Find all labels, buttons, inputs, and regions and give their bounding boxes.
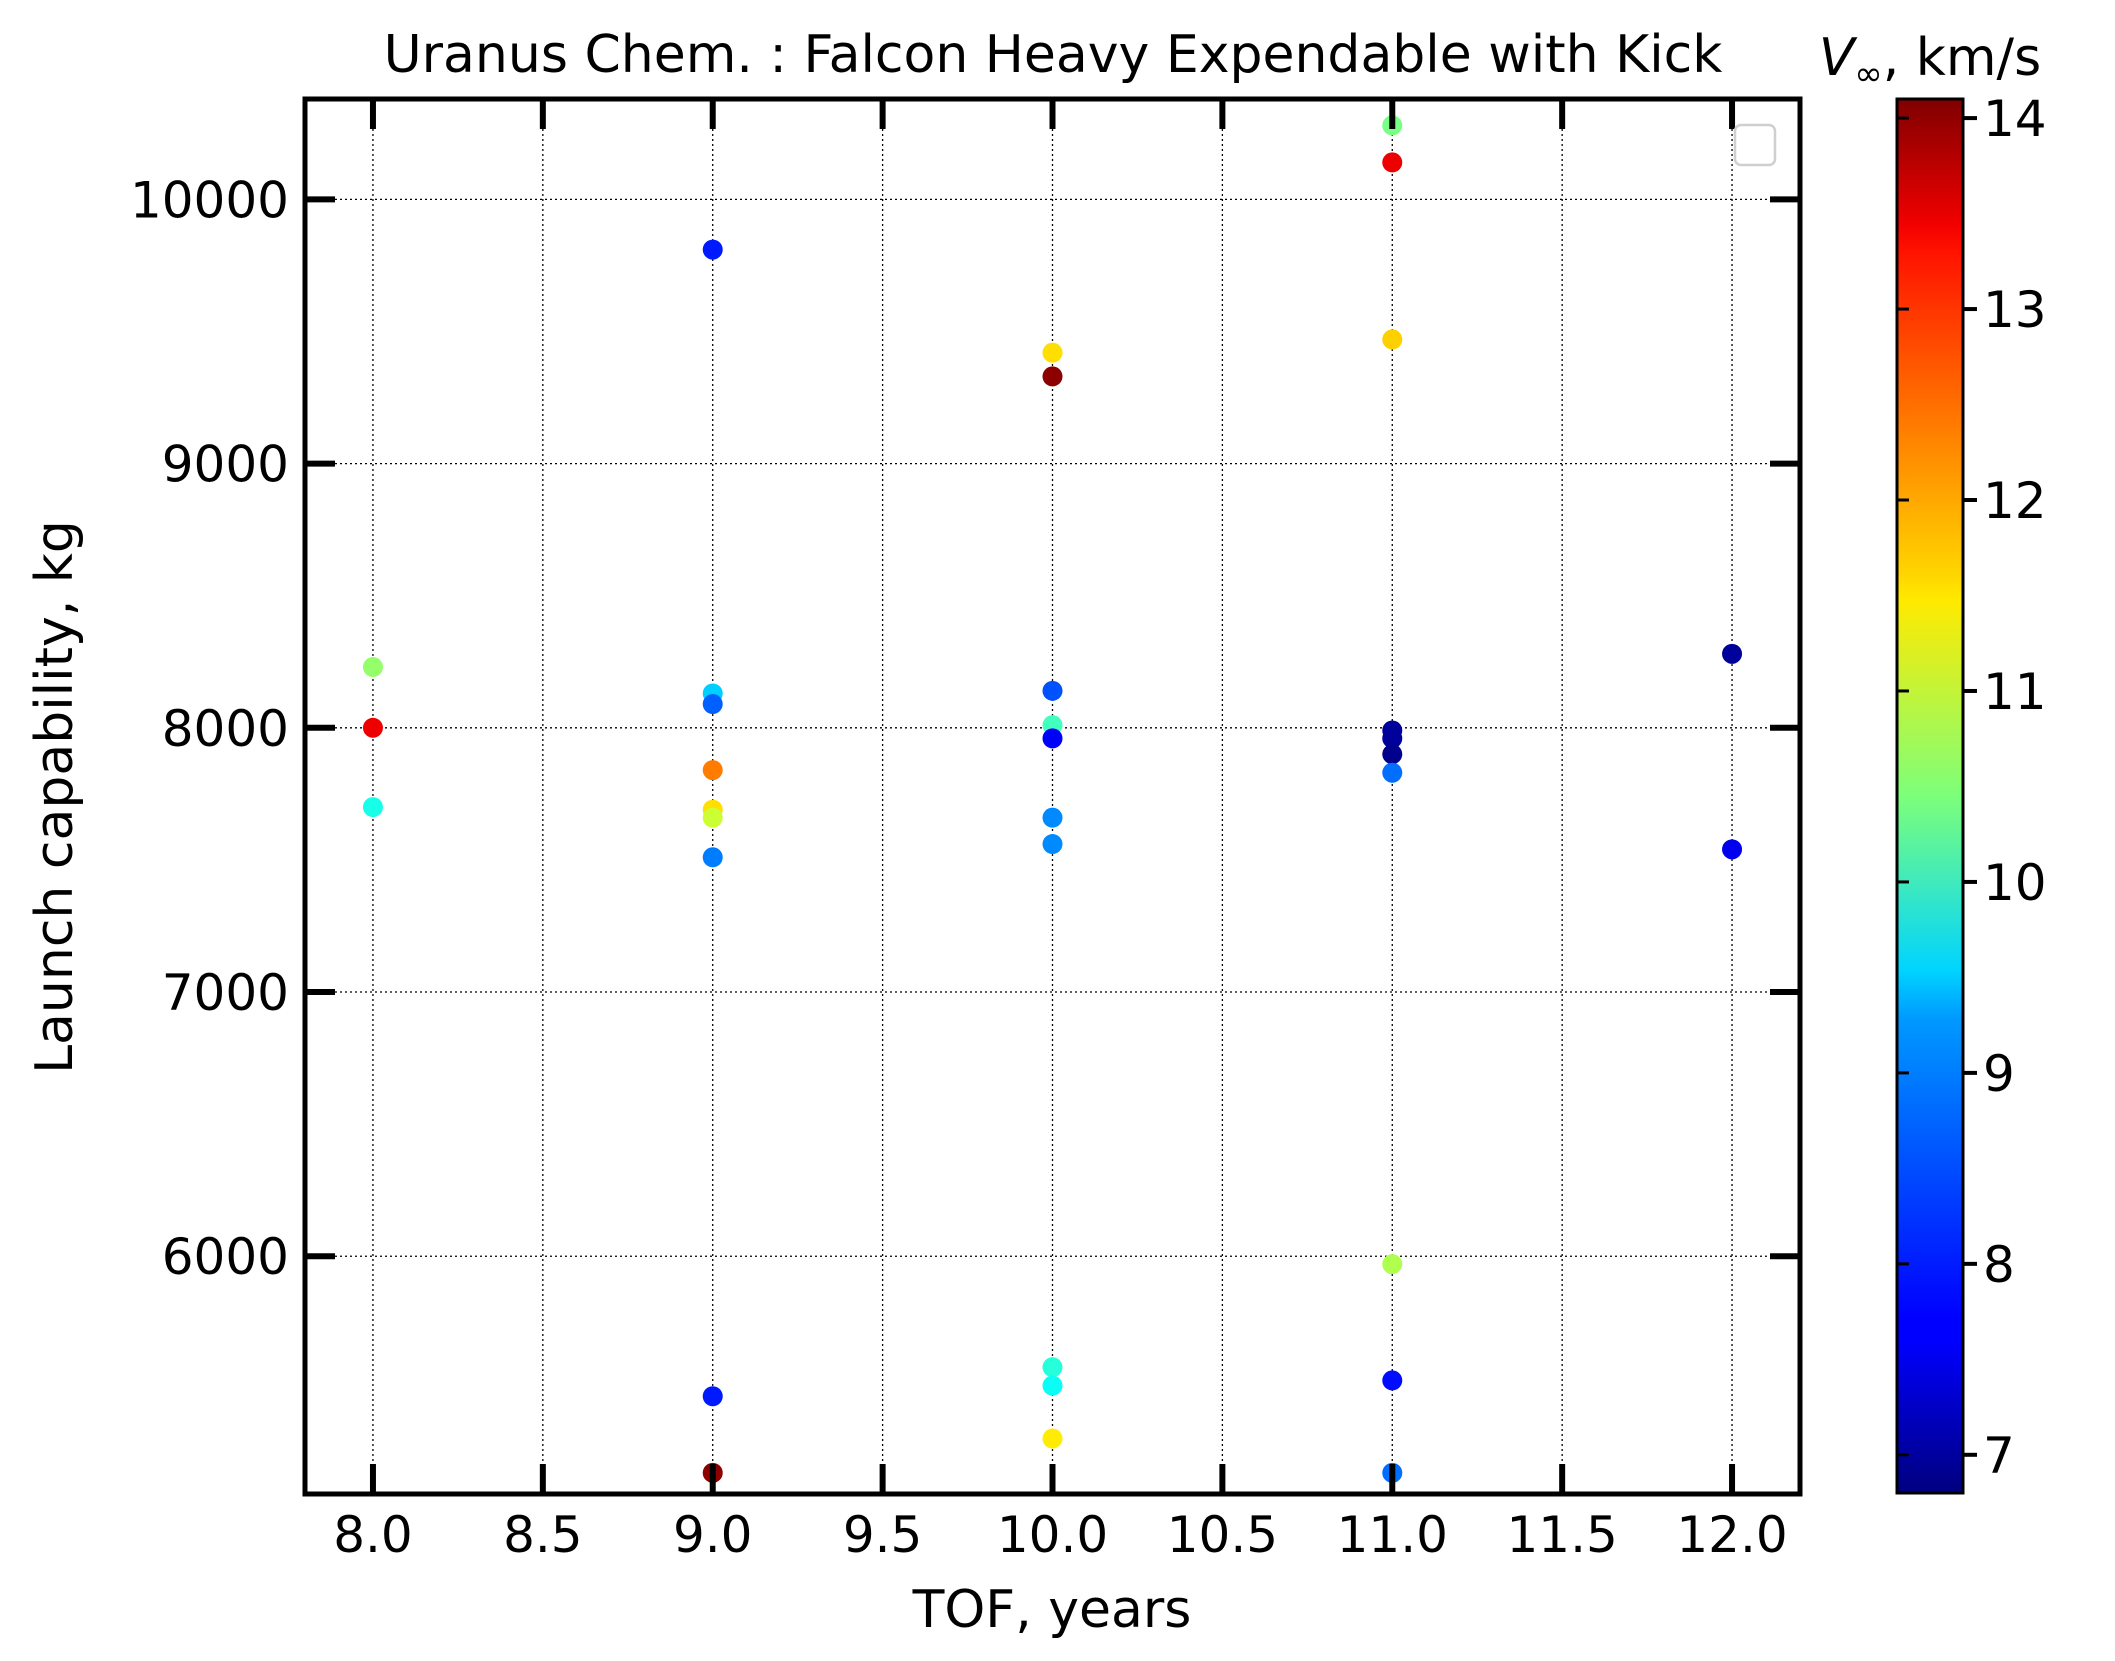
axis-ticks: 8.0 8.5 9.0 9.5 10.0 10.5 11.0 11.5 12.0 6000 7000… <box>130 99 1800 1564</box>
scatter-point <box>1042 1357 1063 1378</box>
scatter-point <box>1722 643 1743 664</box>
scatter-point <box>1382 152 1403 173</box>
scatter-point <box>1042 1375 1063 1396</box>
colorbar-tick-label: 11 <box>1983 663 2047 721</box>
x-tick-label: 10.5 <box>1167 1506 1278 1564</box>
legend-box <box>1733 123 1777 167</box>
plot-frame <box>302 96 1803 1497</box>
colorbar-label-units: , km/s <box>1883 28 2041 88</box>
x-tick-label: 9.0 <box>673 1506 753 1564</box>
y-tick-label: 8000 <box>162 700 289 758</box>
x-tick-label: 9.5 <box>843 1506 923 1564</box>
data-points <box>362 115 1743 1483</box>
colorbar-tick-label: 9 <box>1983 1045 2015 1103</box>
x-tick-label: 10.0 <box>997 1506 1108 1564</box>
colorbar-tick-label: 8 <box>1983 1236 2015 1294</box>
x-tick-label: 11.0 <box>1337 1506 1448 1564</box>
x-tick-label: 11.5 <box>1506 1506 1617 1564</box>
y-axis-label: Launch capability, kg <box>25 520 85 1074</box>
x-tick-label: 12.0 <box>1676 1506 1787 1564</box>
colorbar <box>1895 97 1965 1495</box>
scatter-point <box>1382 1370 1403 1391</box>
scatter-point <box>362 717 383 738</box>
scatter-point <box>1042 807 1063 828</box>
x-tick-label: 8.5 <box>503 1506 583 1564</box>
chart-title: Uranus Chem. : Falcon Heavy Expendable w… <box>384 25 1723 85</box>
scatter-point <box>362 797 383 818</box>
scatter-point <box>1042 1428 1063 1449</box>
colorbar-tick-label: 13 <box>1983 281 2047 339</box>
colorbar-tick-label: 7 <box>1983 1427 2015 1485</box>
scatter-point <box>1042 366 1063 387</box>
x-axis-label: TOF, years <box>912 1580 1192 1640</box>
colorbar-label-symbol: V <box>1819 28 1858 88</box>
scatter-point <box>1042 680 1063 701</box>
colorbar-tick-label: 10 <box>1983 854 2047 912</box>
scatter-point <box>1382 329 1403 350</box>
scatter-point <box>1382 1254 1403 1275</box>
colorbar-label: V∞, km/s <box>1819 28 2041 94</box>
x-tick-label: 8.0 <box>333 1506 413 1564</box>
scatter-point <box>1042 342 1063 363</box>
scatter-point <box>1722 839 1743 860</box>
scatter-point <box>702 1386 723 1407</box>
scatter-point <box>1382 762 1403 783</box>
scatter-point <box>1382 744 1403 765</box>
scatter-point <box>702 694 723 715</box>
colorbar-tick-label: 14 <box>1983 90 2047 148</box>
colorbar-label-subscript: ∞ <box>1854 54 1882 94</box>
y-tick-label: 10000 <box>130 171 289 229</box>
scatter-point <box>1042 834 1063 855</box>
colorbar-tick-label: 12 <box>1983 472 2047 530</box>
grid-lines <box>305 99 1800 1494</box>
scatter-point <box>1382 728 1403 749</box>
colorbar-ticks: 7 8 9 10 11 12 13 14 <box>1897 90 2047 1485</box>
scatter-point <box>702 239 723 260</box>
y-tick-label: 9000 <box>162 436 289 494</box>
y-tick-label: 6000 <box>162 1228 289 1286</box>
scatter-point <box>702 807 723 828</box>
scatter-point <box>1042 728 1063 749</box>
y-tick-label: 7000 <box>162 964 289 1022</box>
scatter-point <box>362 657 383 678</box>
scatter-point <box>702 847 723 868</box>
scatter-point <box>702 760 723 781</box>
